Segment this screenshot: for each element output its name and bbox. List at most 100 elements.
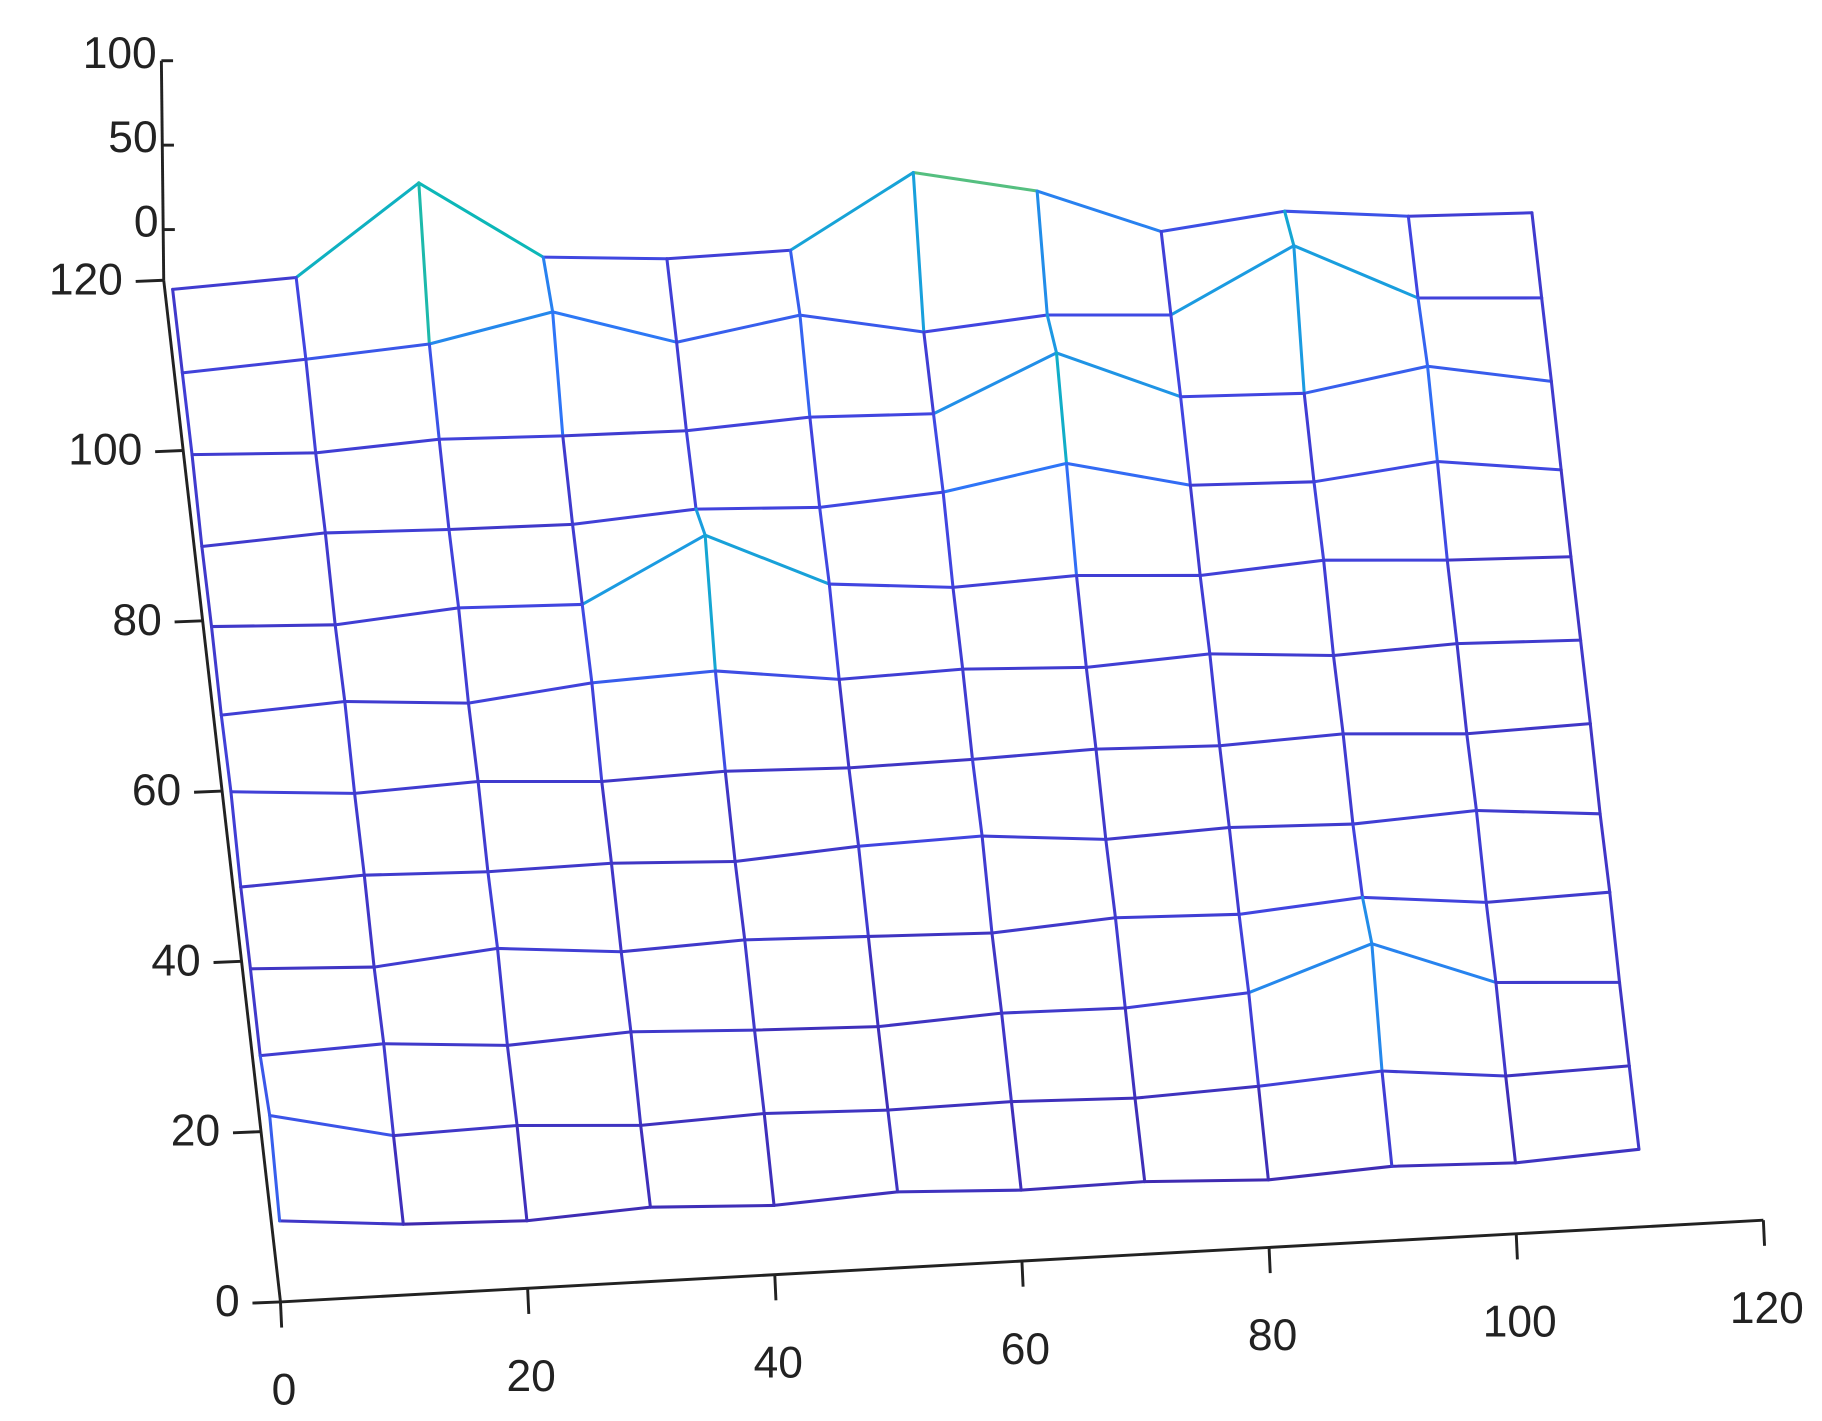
mesh-edge [1074,573,1088,669]
mesh-edge [1445,558,1459,646]
mesh-edge [1198,558,1326,577]
z-tick-label: 50 [108,113,157,162]
x-tick-label: 100 [1483,1298,1557,1347]
mesh-edge [703,533,717,673]
y-tick-label: 40 [151,936,200,985]
mesh-edge [447,527,461,610]
mesh-edge [753,1025,880,1032]
mesh-edge [629,1028,757,1034]
mesh-edge [1227,825,1241,916]
mesh-edge [1608,890,1622,984]
mesh-edge [447,522,575,532]
mesh-edge [486,861,613,874]
mesh-edge [866,934,880,1029]
mesh-edge [362,873,376,969]
mesh-edge [323,527,451,535]
mesh-edge [648,1203,776,1209]
mesh-edge [1283,209,1296,248]
mesh-edge [219,713,233,794]
mesh-edge [1257,1069,1384,1088]
mesh-edge [1504,1064,1631,1078]
mesh-edge [1035,189,1049,317]
mesh-edge [798,313,812,419]
mesh-edge [1331,653,1345,736]
mesh-edge [1237,912,1251,995]
mesh-edge [180,357,308,375]
mesh-edge [1143,1178,1270,1184]
mesh-edge [1292,244,1420,300]
mesh-edge [505,1030,633,1047]
mesh-edge [951,585,965,671]
mesh-edge [1465,722,1592,736]
mesh-edge [1227,822,1355,830]
mesh-edge [314,451,327,535]
mesh-edge [427,310,555,346]
mesh-edge [808,415,822,509]
mesh-edge [970,747,1098,761]
mesh-edge [372,946,500,969]
mesh-edge [1054,351,1069,465]
x-tick-label: 120 [1730,1284,1804,1333]
x-tick-label: 80 [1248,1311,1297,1360]
mesh-edge [239,885,252,971]
mesh-edge [541,255,555,314]
mesh-edge [457,606,470,705]
mesh-edge [1064,461,1079,578]
mesh-edge [268,1113,396,1138]
mesh-edge [1361,895,1374,946]
mesh-edge [931,351,1059,416]
mesh-edge [417,181,545,259]
z-tick-label: 100 [83,29,157,78]
mesh-edge [847,757,974,770]
mesh-edge [665,257,679,344]
mesh-edge [1247,942,1374,995]
mesh-edge [1019,1180,1147,1192]
mesh-edge [1435,459,1563,472]
mesh-edge [1361,895,1488,904]
mesh-edge [1540,296,1553,383]
mesh-edge [1159,229,1173,317]
mesh-edge [258,1054,272,1117]
mesh-edge [733,859,747,942]
mesh-edge [876,1011,1004,1029]
mesh-edge [1169,313,1183,399]
mesh-edge [1179,395,1192,487]
mesh-edge [713,669,727,773]
mesh-edge [922,313,1049,334]
mesh-edge [561,434,575,526]
mesh-edge [866,931,994,938]
mesh-edge [961,667,974,761]
x-tick [1514,1233,1519,1260]
mesh-edge [1208,652,1222,748]
mesh-edge [1406,214,1420,300]
mesh-edge [818,505,831,586]
mesh-edge [590,669,717,685]
mesh-edge [258,1042,386,1058]
mesh-edge [401,1219,529,1226]
mesh-edge [847,766,861,848]
mesh-edge [496,946,509,1047]
mesh-edge [1465,732,1478,813]
mesh-edge [1559,468,1573,559]
mesh-edge [911,171,926,334]
mesh-edge [1094,747,1108,841]
mesh-edge [1104,837,1117,920]
mesh-edge [561,429,688,438]
z-axis [159,60,166,281]
mesh-edge [294,275,308,361]
mesh-edge [1257,1084,1270,1182]
mesh-edge [1084,665,1098,751]
mesh-edge [278,1219,405,1226]
mesh-edge [788,171,915,252]
mesh-edge [343,699,357,795]
mesh-edge [1218,732,1345,748]
mesh-edge [951,573,1079,589]
mesh-edge [639,1123,652,1209]
y-tick [232,1130,262,1135]
mesh-edge [1351,822,1365,899]
mesh-edge [857,844,870,938]
mesh-edge [1579,638,1592,726]
mesh-edge [684,429,698,511]
mesh-edge [1390,1161,1517,1168]
mesh-edge [466,701,480,784]
